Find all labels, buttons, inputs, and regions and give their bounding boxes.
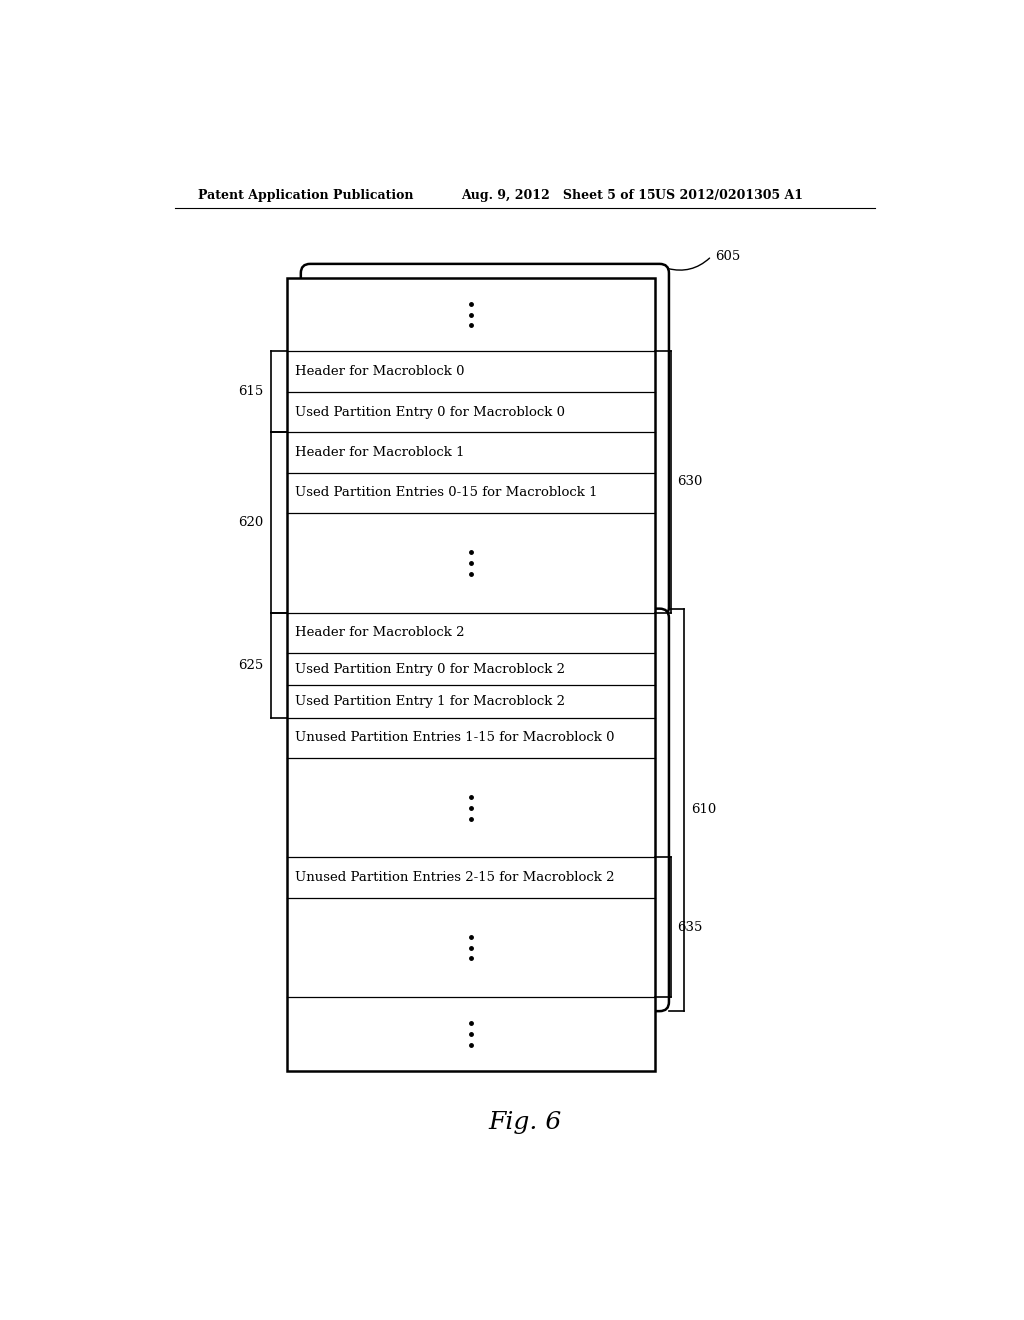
Text: US 2012/0201305 A1: US 2012/0201305 A1 [655,189,803,202]
Text: 635: 635 [677,921,702,933]
Text: Used Partition Entry 0 for Macroblock 2: Used Partition Entry 0 for Macroblock 2 [295,663,564,676]
Text: Unused Partition Entries 1-15 for Macroblock 0: Unused Partition Entries 1-15 for Macrob… [295,731,614,744]
Text: Aug. 9, 2012   Sheet 5 of 15: Aug. 9, 2012 Sheet 5 of 15 [461,189,656,202]
Text: 605: 605 [716,249,740,263]
Bar [287,277,655,1071]
Text: Fig. 6: Fig. 6 [488,1111,561,1134]
Text: Header for Macroblock 2: Header for Macroblock 2 [295,626,464,639]
Text: Used Partition Entry 1 for Macroblock 2: Used Partition Entry 1 for Macroblock 2 [295,696,564,708]
Text: Header for Macroblock 1: Header for Macroblock 1 [295,446,464,459]
FancyBboxPatch shape [301,609,669,1011]
Text: Header for Macroblock 0: Header for Macroblock 0 [295,366,464,378]
Text: Unused Partition Entries 2-15 for Macroblock 2: Unused Partition Entries 2-15 for Macrob… [295,871,614,884]
Text: Used Partition Entry 0 for Macroblock 0: Used Partition Entry 0 for Macroblock 0 [295,405,564,418]
Text: 615: 615 [239,385,263,399]
Text: 610: 610 [690,804,716,816]
Text: 620: 620 [239,516,263,529]
Text: Patent Application Publication: Patent Application Publication [198,189,414,202]
Text: 630: 630 [677,475,702,488]
Text: 625: 625 [239,659,263,672]
FancyBboxPatch shape [301,264,669,616]
Text: Used Partition Entries 0-15 for Macroblock 1: Used Partition Entries 0-15 for Macroblo… [295,487,597,499]
